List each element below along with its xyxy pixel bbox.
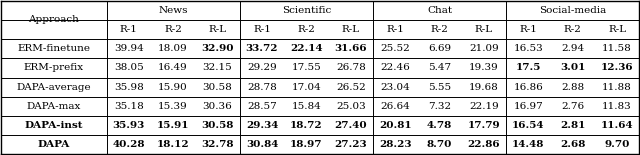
Text: 18.97: 18.97 xyxy=(290,140,323,149)
Text: 11.83: 11.83 xyxy=(602,102,632,111)
Text: 14.48: 14.48 xyxy=(512,140,545,149)
Text: 30.58: 30.58 xyxy=(202,121,234,130)
Text: R-L: R-L xyxy=(209,25,227,34)
Text: 15.84: 15.84 xyxy=(291,102,321,111)
Text: 15.91: 15.91 xyxy=(157,121,189,130)
Text: 2.88: 2.88 xyxy=(561,83,584,92)
Text: 33.72: 33.72 xyxy=(246,44,278,53)
Text: 26.78: 26.78 xyxy=(336,63,365,72)
Text: 19.39: 19.39 xyxy=(469,63,499,72)
Text: 17.5: 17.5 xyxy=(516,63,541,72)
Text: 25.52: 25.52 xyxy=(380,44,410,53)
Text: 11.58: 11.58 xyxy=(602,44,632,53)
Text: 30.58: 30.58 xyxy=(203,83,232,92)
Text: News: News xyxy=(159,6,188,15)
Text: 12.36: 12.36 xyxy=(601,63,634,72)
Text: 4.78: 4.78 xyxy=(427,121,452,130)
Text: ERM-finetune: ERM-finetune xyxy=(17,44,90,53)
Text: 35.98: 35.98 xyxy=(114,83,143,92)
Text: R-1: R-1 xyxy=(120,25,138,34)
Text: 8.70: 8.70 xyxy=(427,140,452,149)
Text: 25.03: 25.03 xyxy=(336,102,365,111)
Text: 39.94: 39.94 xyxy=(114,44,143,53)
Text: ERM-prefix: ERM-prefix xyxy=(24,63,84,72)
Text: DAPA-inst: DAPA-inst xyxy=(24,121,83,130)
Text: DAPA: DAPA xyxy=(38,140,70,149)
Text: R-2: R-2 xyxy=(164,25,182,34)
Text: 18.12: 18.12 xyxy=(157,140,189,149)
Text: 35.93: 35.93 xyxy=(113,121,145,130)
Text: 28.23: 28.23 xyxy=(379,140,412,149)
Text: 32.90: 32.90 xyxy=(202,44,234,53)
Text: 5.55: 5.55 xyxy=(428,83,451,92)
Text: 32.15: 32.15 xyxy=(203,63,232,72)
Text: R-L: R-L xyxy=(342,25,360,34)
Text: 2.76: 2.76 xyxy=(561,102,584,111)
Text: 30.84: 30.84 xyxy=(246,140,278,149)
Text: 17.55: 17.55 xyxy=(291,63,321,72)
Text: 29.29: 29.29 xyxy=(247,63,277,72)
Text: 16.53: 16.53 xyxy=(513,44,543,53)
Text: 15.39: 15.39 xyxy=(158,102,188,111)
Text: 16.54: 16.54 xyxy=(512,121,545,130)
Text: 16.49: 16.49 xyxy=(158,63,188,72)
Text: 38.05: 38.05 xyxy=(114,63,143,72)
Text: R-2: R-2 xyxy=(564,25,582,34)
Text: R-1: R-1 xyxy=(253,25,271,34)
Text: 28.57: 28.57 xyxy=(247,102,277,111)
Text: 2.68: 2.68 xyxy=(560,140,586,149)
Text: 26.52: 26.52 xyxy=(336,83,365,92)
Text: 7.32: 7.32 xyxy=(428,102,451,111)
Text: DAPA-max: DAPA-max xyxy=(26,102,81,111)
Text: 22.86: 22.86 xyxy=(468,140,500,149)
Text: 28.78: 28.78 xyxy=(247,83,277,92)
Text: 27.40: 27.40 xyxy=(335,121,367,130)
Text: 40.28: 40.28 xyxy=(113,140,145,149)
Text: R-L: R-L xyxy=(608,25,626,34)
Text: 6.69: 6.69 xyxy=(428,44,451,53)
Text: 31.66: 31.66 xyxy=(335,44,367,53)
Text: 17.79: 17.79 xyxy=(468,121,500,130)
Text: 9.70: 9.70 xyxy=(604,140,630,149)
Text: 11.64: 11.64 xyxy=(601,121,634,130)
Text: R-2: R-2 xyxy=(431,25,449,34)
Text: Chat: Chat xyxy=(427,6,452,15)
Text: 29.34: 29.34 xyxy=(246,121,278,130)
Text: 19.68: 19.68 xyxy=(469,83,499,92)
Text: 23.04: 23.04 xyxy=(380,83,410,92)
Text: 3.01: 3.01 xyxy=(560,63,586,72)
Text: 22.14: 22.14 xyxy=(290,44,323,53)
Text: 17.04: 17.04 xyxy=(291,83,321,92)
Text: 21.09: 21.09 xyxy=(469,44,499,53)
Text: 18.09: 18.09 xyxy=(158,44,188,53)
Text: Approach: Approach xyxy=(28,15,79,24)
Text: 32.78: 32.78 xyxy=(202,140,234,149)
Text: 15.90: 15.90 xyxy=(158,83,188,92)
Text: 20.81: 20.81 xyxy=(379,121,412,130)
Text: 22.46: 22.46 xyxy=(380,63,410,72)
Text: 18.72: 18.72 xyxy=(290,121,323,130)
Text: R-1: R-1 xyxy=(386,25,404,34)
Text: 2.81: 2.81 xyxy=(560,121,586,130)
Text: 27.23: 27.23 xyxy=(335,140,367,149)
Text: Scientific: Scientific xyxy=(282,6,331,15)
Text: 11.88: 11.88 xyxy=(602,83,632,92)
Text: 5.47: 5.47 xyxy=(428,63,451,72)
Text: R-1: R-1 xyxy=(520,25,537,34)
Text: 16.97: 16.97 xyxy=(513,102,543,111)
Text: 26.64: 26.64 xyxy=(380,102,410,111)
Text: Social-media: Social-media xyxy=(539,6,606,15)
Text: 35.18: 35.18 xyxy=(114,102,143,111)
Text: R-L: R-L xyxy=(475,25,493,34)
Text: DAPA-average: DAPA-average xyxy=(16,83,91,92)
Text: R-2: R-2 xyxy=(298,25,316,34)
Text: 22.19: 22.19 xyxy=(469,102,499,111)
Text: 30.36: 30.36 xyxy=(203,102,232,111)
Text: 2.94: 2.94 xyxy=(561,44,584,53)
Text: 16.86: 16.86 xyxy=(513,83,543,92)
